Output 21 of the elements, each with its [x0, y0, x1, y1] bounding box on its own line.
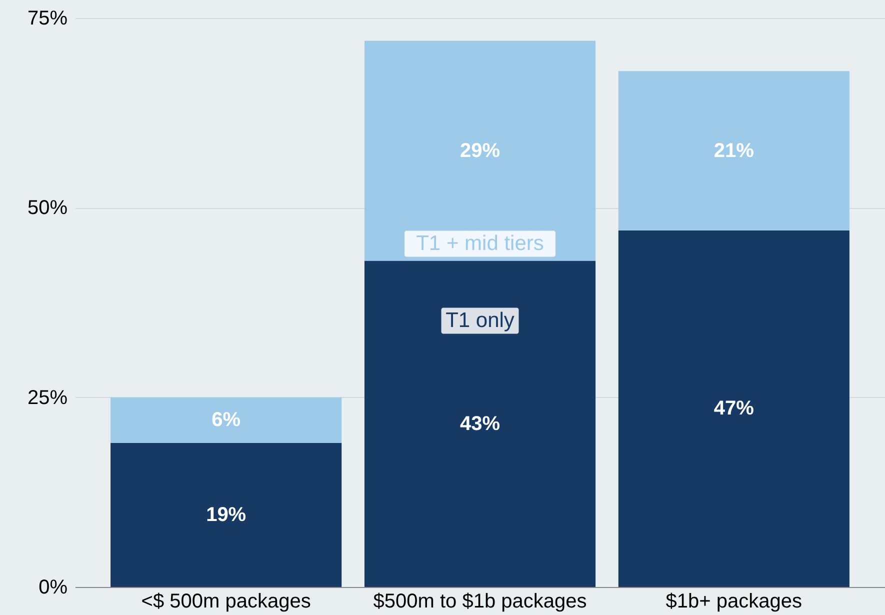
y-tick-label: 50% [27, 197, 68, 220]
data-label: 47% [714, 398, 754, 420]
bar [364, 40, 596, 261]
data-label: 19% [206, 504, 246, 526]
data-label: 43% [460, 412, 500, 435]
bar [110, 442, 342, 587]
series-label: T1 only [446, 308, 515, 332]
data-label: 29% [460, 140, 500, 162]
data-label: 6% [212, 409, 241, 432]
x-tick-label: $500m to $1b packages [373, 590, 587, 612]
bar [618, 230, 850, 587]
y-tick-label: 75% [27, 8, 68, 30]
y-tick-label: 0% [38, 576, 68, 598]
y-tick-label: 25% [27, 386, 68, 409]
x-tick-label: <$ 500m packages [141, 590, 311, 612]
bar [110, 397, 342, 443]
data-label: 21% [714, 140, 754, 162]
x-tick-label: $1b+ packages [666, 590, 802, 612]
bar [364, 260, 596, 587]
series-label: T1 + mid tiers [416, 232, 544, 255]
bar [618, 71, 850, 230]
